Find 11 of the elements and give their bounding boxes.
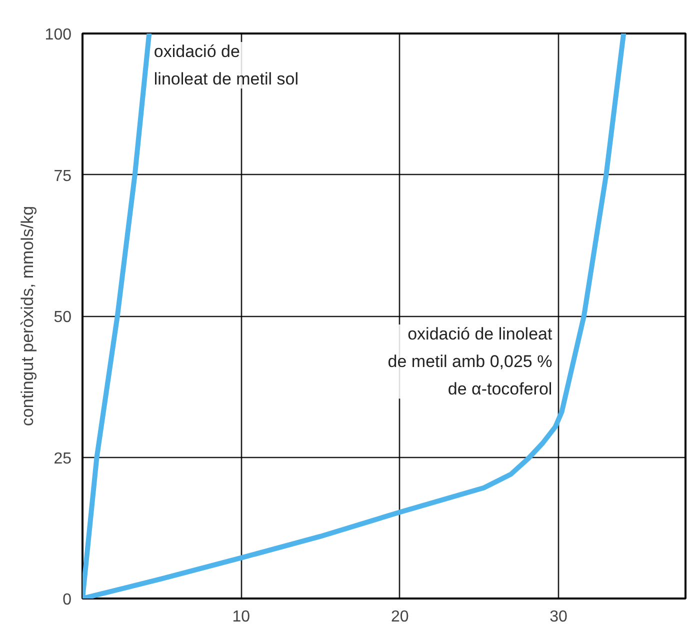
y-tick-label: 0 (62, 592, 72, 608)
y-tick-label: 25 (54, 450, 72, 468)
series-label: oxidació de linoleat de metil sol (154, 42, 298, 89)
y-tick-label: 100 (44, 26, 72, 44)
y-tick-label: 50 (54, 309, 72, 326)
y-tick-label: 75 (54, 168, 72, 185)
series-label: oxidació de linoleat de metil amb 0,025 % de α-tocoferol (388, 324, 552, 399)
y-axis-title: contingut peròxids, mmols/kg (18, 206, 37, 426)
x-tick-label: 30 (550, 608, 568, 626)
x-tick-label: 20 (390, 608, 409, 626)
x-tick-label: 10 (232, 608, 250, 626)
